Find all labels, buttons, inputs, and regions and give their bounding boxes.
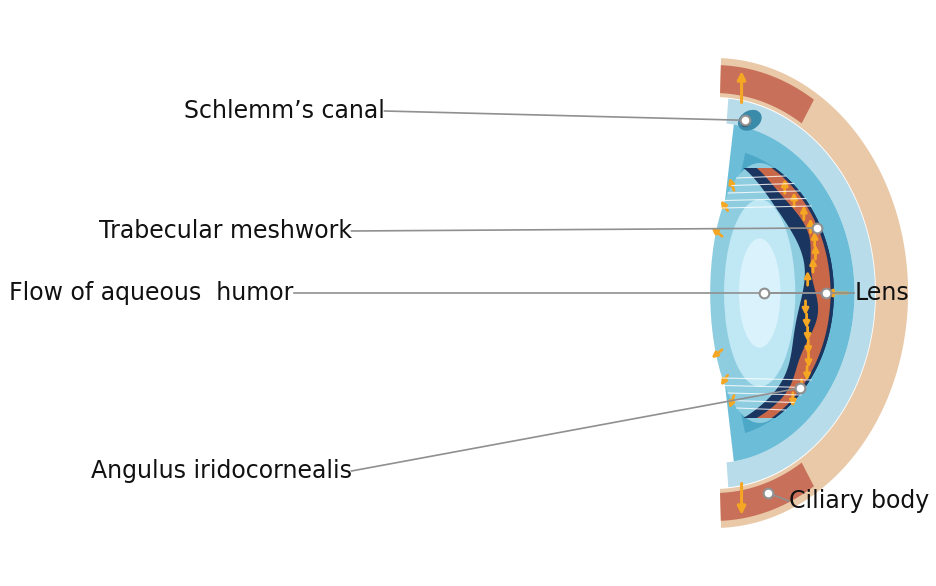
Polygon shape [720, 58, 908, 528]
Polygon shape [743, 168, 834, 418]
Ellipse shape [741, 118, 750, 127]
Polygon shape [757, 168, 830, 418]
Polygon shape [757, 168, 830, 418]
Text: Angulus iridocornealis: Angulus iridocornealis [91, 459, 352, 483]
Text: Schlemm’s canal: Schlemm’s canal [183, 99, 385, 123]
Ellipse shape [739, 111, 761, 130]
Text: Trabecular meshwork: Trabecular meshwork [98, 219, 352, 243]
Text: Ciliary body: Ciliary body [788, 489, 929, 513]
Polygon shape [743, 168, 834, 418]
Polygon shape [720, 65, 814, 124]
Ellipse shape [739, 239, 781, 347]
Text: Lens: Lens [855, 281, 909, 305]
Text: Flow of aqueous  humor: Flow of aqueous humor [9, 281, 294, 305]
Ellipse shape [710, 163, 809, 423]
Polygon shape [720, 462, 814, 521]
Polygon shape [714, 125, 855, 461]
Ellipse shape [724, 199, 796, 387]
Polygon shape [726, 99, 875, 487]
Polygon shape [714, 153, 834, 433]
